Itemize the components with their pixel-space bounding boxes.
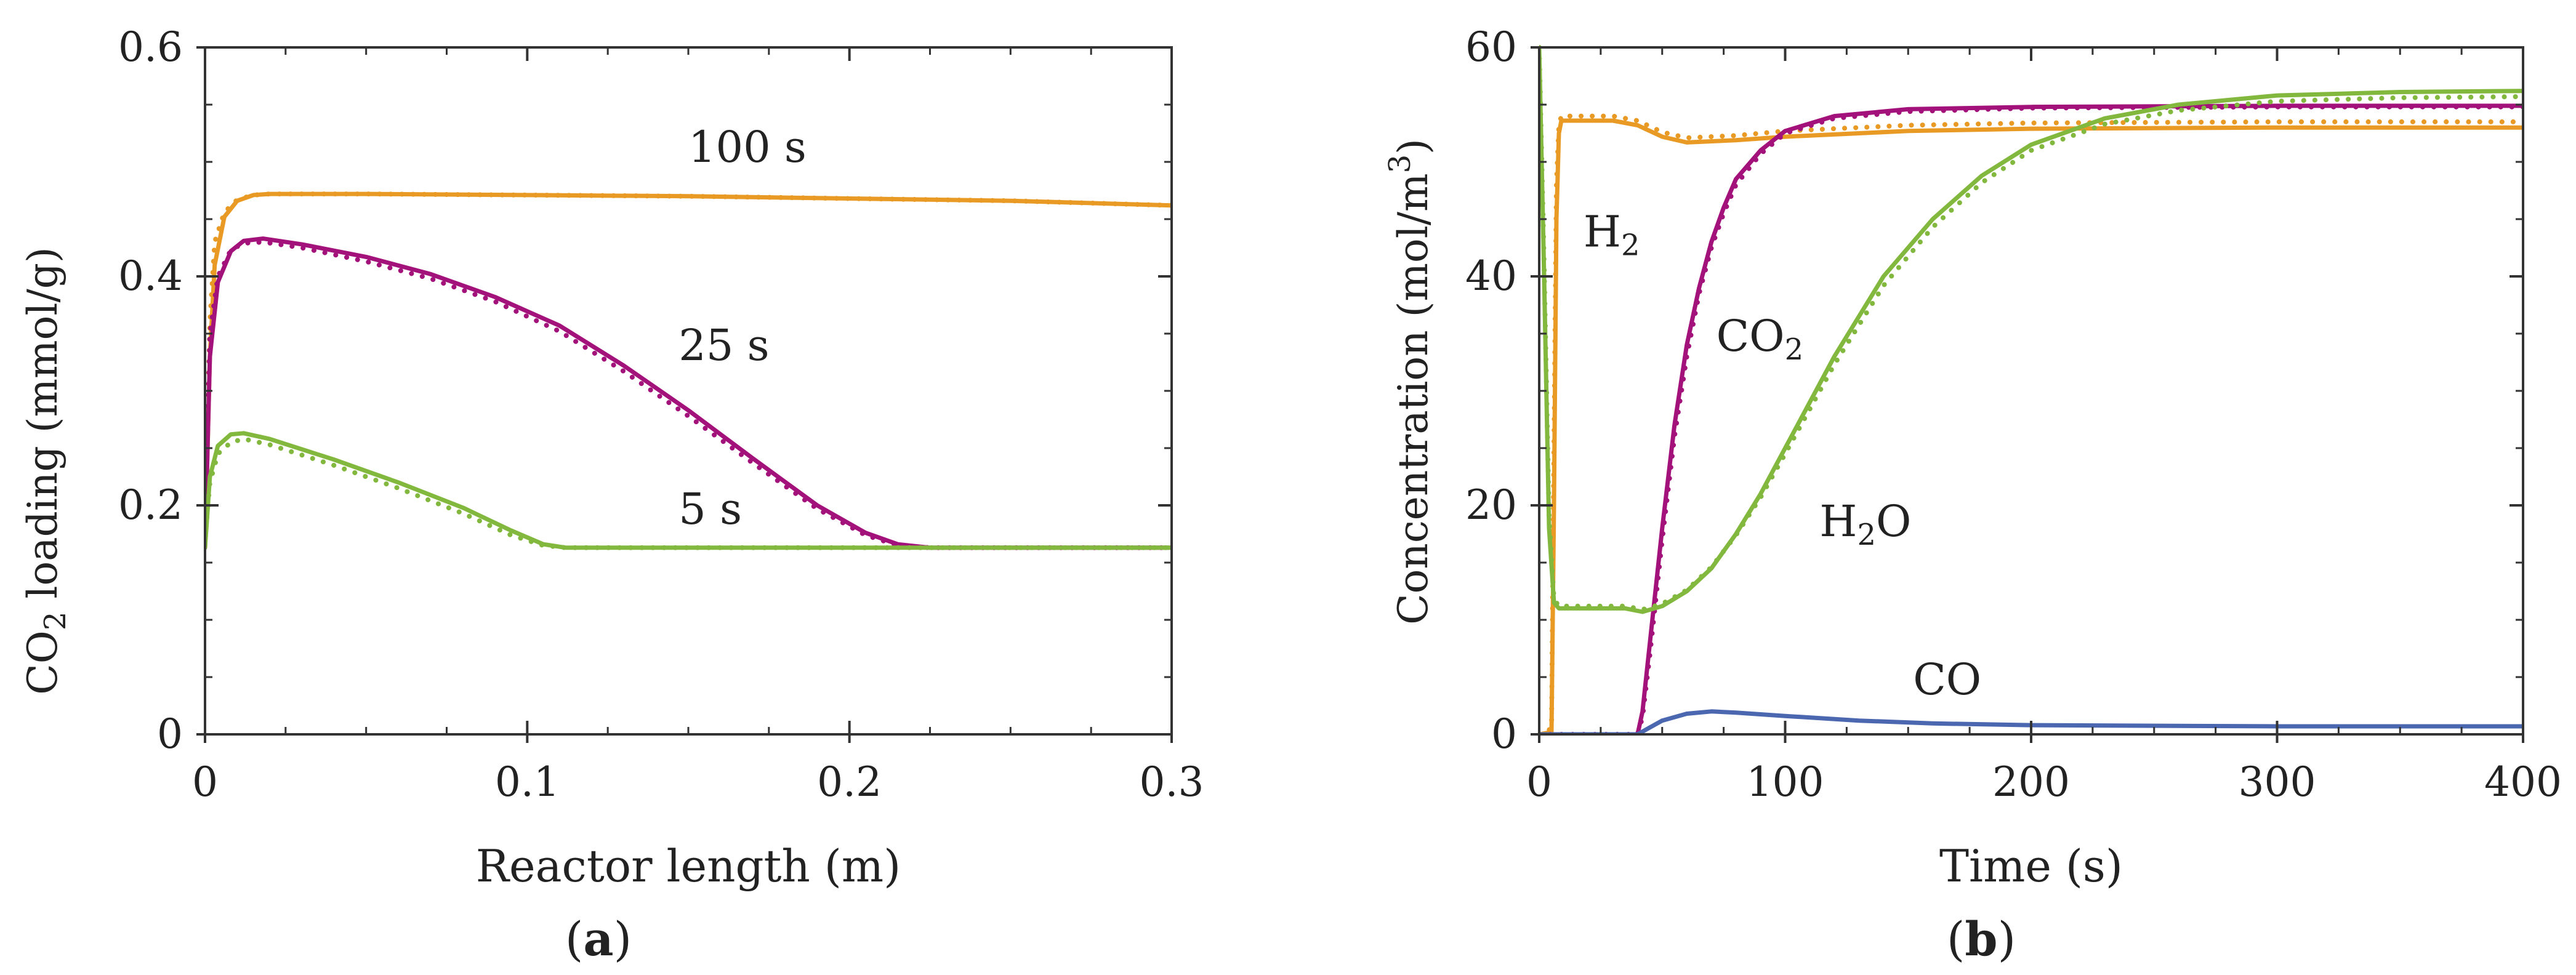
panel-b-ylabel-main: Concentration (mol/m — [1390, 173, 1437, 625]
panel-b-ylabel: Concentration (mol/m3) — [1383, 138, 1437, 625]
panel-b-ylabel-sup: 3 — [1383, 154, 1417, 174]
panel-a-annotation: 100 s — [688, 122, 807, 172]
panel-b-series-co2 — [1539, 103, 2523, 734]
panel-b-series-h2o-dotted — [1539, 45, 2523, 612]
panel-a-ylabel-sub: 2 — [38, 612, 73, 631]
panel-b-ytick-label: 40 — [1465, 252, 1517, 300]
panel-b-xtick-label: 300 — [2239, 758, 2316, 806]
panel-b-annotation: CO2 — [1717, 311, 1804, 367]
panel-a-ytick-label: 0.6 — [118, 23, 183, 71]
panel-a-xtick-label: 0.1 — [495, 758, 560, 806]
panel-b-annotation: H2 — [1584, 207, 1640, 263]
panel-a-annotation: 5 s — [678, 484, 742, 534]
panel-b-label: (b) — [1947, 912, 2016, 966]
panel-a-chart: CO2 loading (mmol/g) Reactor length (m) … — [19, 23, 1204, 966]
panel-a-ylabel-main: CO — [19, 630, 66, 695]
panel-b-chart: Concentration (mol/m3) Time (s) (b) 0 100… — [1383, 23, 2562, 966]
panel-a-xlabel: Reactor length (m) — [476, 840, 901, 892]
panel-b-annotation: H2O — [1819, 496, 1911, 552]
panel-a-xtick-label: 0.3 — [1140, 758, 1204, 806]
panel-a-xtick-label: 0.2 — [817, 758, 882, 806]
panel-b-xtick-label: 100 — [1747, 758, 1824, 806]
panel-a-ytick-label: 0 — [157, 710, 183, 758]
panel-b-ytick-label: 20 — [1465, 481, 1517, 529]
panel-b-xtick-label: 400 — [2484, 758, 2562, 806]
panel-a-ylabel: CO2 loading (mmol/g) — [19, 247, 73, 694]
panel-b-xlabel: Time (s) — [1939, 840, 2123, 892]
panel-a-ytick-label: 0.2 — [118, 481, 183, 529]
panel-b-annotation: CO — [1913, 654, 1981, 705]
panel-a-series-100-s-dotted — [205, 191, 1172, 542]
panel-b-ytick-label: 60 — [1465, 23, 1517, 71]
panel-a-label: (a) — [565, 912, 632, 966]
panel-b-series-h2-dotted — [1539, 113, 2523, 734]
panel-b-series-h2 — [1539, 118, 2523, 734]
panel-b-xtick-label: 0 — [1526, 758, 1552, 806]
panel-b-series-h2o — [1539, 45, 2523, 614]
panel-a-series-5-s-dotted — [205, 436, 1172, 550]
panel-a-xtick-label: 0 — [192, 758, 218, 806]
panel-a-series-25-s — [205, 236, 1172, 550]
panel-a-annotation: 25 s — [678, 320, 769, 371]
panel-b-series-co2-dotted — [1539, 104, 2523, 734]
panel-a-ylabel-rest: loading (mmol/g) — [19, 247, 66, 611]
panel-a-ytick-label: 0.4 — [118, 252, 183, 300]
panel-b-ytick-label: 0 — [1491, 710, 1517, 758]
panel-a-series-25-s-dotted — [205, 239, 1172, 550]
panel-b-ylabel-rest: ) — [1390, 138, 1437, 154]
panel-b-xtick-label: 200 — [1992, 758, 2070, 806]
